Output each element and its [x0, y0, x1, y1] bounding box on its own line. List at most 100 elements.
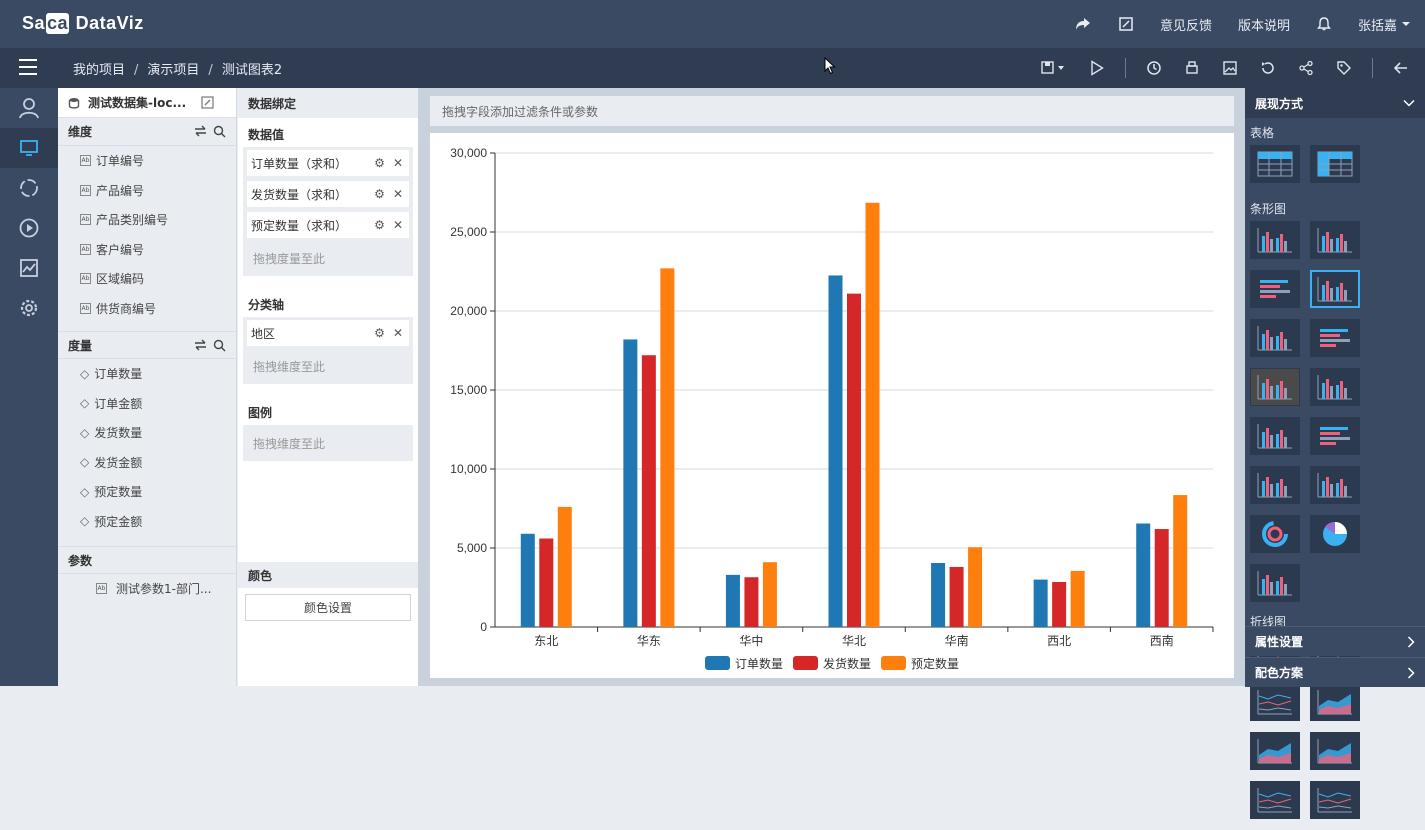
- waterfall-bar-chart-tile[interactable]: [1310, 417, 1360, 455]
- step-line-chart-tile[interactable]: [1310, 781, 1360, 819]
- hamburger-menu-icon[interactable]: [18, 58, 38, 76]
- legend-well[interactable]: 拖拽维度至此: [243, 425, 413, 461]
- stacked-area-chart-tile[interactable]: [1250, 732, 1300, 770]
- save-icon[interactable]: [1039, 58, 1069, 78]
- user-menu[interactable]: 张括嘉: [1358, 15, 1411, 34]
- filter-drop-zone[interactable]: 拖拽字段添加过滤条件或参数: [430, 96, 1234, 126]
- column-dark-chart-tile[interactable]: [1250, 368, 1300, 406]
- value-chip[interactable]: 发货数量（求和） ⚙ ✕: [247, 181, 409, 207]
- image-icon[interactable]: [1220, 58, 1240, 78]
- release-notes-link[interactable]: 版本说明: [1237, 18, 1290, 34]
- measure-field[interactable]: ◇ 预定数量: [80, 484, 143, 500]
- nav-play-circle-icon[interactable]: [0, 208, 58, 248]
- dimension-field[interactable]: Ab 产品类别编号: [80, 213, 169, 228]
- column-percent-chart-tile[interactable]: [1250, 319, 1300, 357]
- cylinder-column-chart-tile[interactable]: [1250, 466, 1300, 504]
- capsule-column-chart-tile[interactable]: [1310, 466, 1360, 504]
- search-icon[interactable]: [213, 339, 226, 352]
- ring-chart-tile[interactable]: [1250, 515, 1300, 553]
- clustered-column-chart-tile[interactable]: [1250, 221, 1300, 259]
- close-icon[interactable]: ✕: [392, 187, 403, 201]
- gear-icon[interactable]: ⚙: [374, 156, 385, 170]
- column-3d-chart-tile[interactable]: [1250, 417, 1300, 455]
- nav-user-icon[interactable]: [0, 88, 58, 128]
- attr-settings-header[interactable]: 属性设置: [1245, 626, 1425, 656]
- clustered-column-selected-chart-tile[interactable]: [1310, 270, 1360, 308]
- y-tick-label: 25,000: [450, 225, 487, 239]
- dimension-field[interactable]: Ab 区域编码: [80, 272, 145, 287]
- nav-settings-icon[interactable]: [0, 288, 58, 328]
- close-icon[interactable]: ✕: [392, 326, 403, 340]
- dimension-field[interactable]: Ab 客户编号: [80, 242, 145, 257]
- bar: [557, 506, 572, 627]
- pivot-table-tile[interactable]: [1310, 145, 1360, 183]
- dimension-field[interactable]: Ab 订单编号: [80, 154, 145, 169]
- app-logo[interactable]: Sa ca DataViz: [22, 13, 144, 34]
- line-axis-chart-tile[interactable]: [1250, 683, 1300, 721]
- share-icon[interactable]: [1074, 16, 1092, 32]
- edit-icon[interactable]: [1118, 16, 1134, 32]
- close-icon[interactable]: ✕: [392, 218, 403, 232]
- x-tick-label: 西北: [1047, 634, 1071, 648]
- measure-field[interactable]: ◇ 订单金额: [80, 396, 143, 411]
- measure-field[interactable]: ◇ 发货金额: [80, 455, 143, 470]
- nav-monitor-icon[interactable]: [0, 128, 58, 168]
- bell-icon[interactable]: [1316, 16, 1332, 32]
- history-icon[interactable]: [1144, 58, 1164, 78]
- play-icon[interactable]: [1087, 58, 1107, 78]
- chart-type-panel: 展现方式 表格 条形图 折线图 属性设置 配色方案: [1245, 88, 1425, 819]
- dataset-name[interactable]: 测试数据集-loc...: [88, 96, 187, 110]
- axis-title: 分类轴: [248, 298, 285, 312]
- value-chip[interactable]: 订单数量（求和） ⚙ ✕: [247, 150, 409, 176]
- edit-dataset-icon[interactable]: [201, 96, 214, 109]
- print-icon[interactable]: [1182, 58, 1202, 78]
- back-arrow-icon[interactable]: [1391, 58, 1411, 78]
- measure-field[interactable]: ◇ 订单数量: [80, 366, 143, 382]
- gear-icon[interactable]: ⚙: [374, 187, 385, 201]
- pie-rose-chart-tile[interactable]: [1310, 515, 1360, 553]
- axis-well[interactable]: 地区 ⚙ ✕ 拖拽维度至此: [243, 317, 413, 384]
- gear-icon[interactable]: ⚙: [374, 326, 385, 340]
- text-field-icon: Ab: [80, 184, 91, 196]
- values-well[interactable]: 订单数量（求和） ⚙ ✕ 发货数量（求和） ⚙ ✕ 预定数量（求和） ⚙ ✕ 拖拽度量至此: [243, 147, 413, 276]
- field-panel: 测试数据集-loc... 维度 Ab 订单编号 Ab 产品编号 Ab 产品类别编号 A…: [58, 88, 237, 686]
- breadcrumb-item[interactable]: 我的项目: [73, 63, 126, 78]
- dimension-field[interactable]: Ab 产品编号: [80, 183, 145, 198]
- text-field-icon: Ab: [80, 243, 91, 255]
- bar-chart: 0 5,000 10,000 15,000 20,000 25,000 30,000 东北 华东…: [450, 146, 1214, 671]
- bar-percent-chart-tile[interactable]: [1310, 319, 1360, 357]
- value-chip[interactable]: 预定数量（求和） ⚙ ✕: [247, 212, 409, 238]
- param-field[interactable]: Ab 测试参数1-部门...: [96, 582, 212, 597]
- swap-icon[interactable]: [194, 125, 207, 137]
- percent-area-chart-tile[interactable]: [1310, 732, 1360, 770]
- crossing-line-chart-tile[interactable]: [1250, 781, 1300, 819]
- color-scheme-header[interactable]: 配色方案: [1245, 657, 1425, 687]
- refresh-icon[interactable]: [1258, 58, 1278, 78]
- tag-icon[interactable]: [1334, 58, 1354, 78]
- column-combo-chart-tile[interactable]: [1310, 368, 1360, 406]
- dimension-field[interactable]: Ab 供货商编号: [80, 301, 157, 316]
- text-field-icon: Ab: [80, 302, 91, 314]
- area-chart-tile[interactable]: [1310, 683, 1360, 721]
- x-tick-label: 华北: [842, 634, 866, 648]
- color-settings-button[interactable]: 颜色设置: [245, 594, 411, 621]
- measure-field[interactable]: ◇ 预定金额: [80, 514, 143, 529]
- breadcrumb-item[interactable]: 演示项目: [147, 63, 200, 78]
- step-column-chart-tile[interactable]: [1250, 564, 1300, 602]
- measure-field[interactable]: ◇ 发货数量: [80, 425, 143, 441]
- clustered-bar-chart-tile[interactable]: [1250, 270, 1300, 308]
- measure-section-header: 度量: [58, 331, 236, 359]
- close-icon[interactable]: ✕: [392, 156, 403, 170]
- search-icon[interactable]: [213, 125, 226, 138]
- gear-icon[interactable]: ⚙: [374, 218, 385, 232]
- nav-chart-icon[interactable]: [0, 248, 58, 288]
- axis-chip[interactable]: 地区 ⚙ ✕: [247, 320, 409, 346]
- nav-cycle-icon[interactable]: [0, 168, 58, 208]
- swap-icon[interactable]: [194, 339, 207, 351]
- stacked-column-chart-tile[interactable]: [1310, 221, 1360, 259]
- feedback-link[interactable]: 意见反馈: [1159, 18, 1212, 34]
- table-chart-tile[interactable]: [1250, 145, 1300, 183]
- display-mode-header[interactable]: 展现方式: [1245, 88, 1425, 118]
- tag-icon: ◇: [80, 484, 90, 499]
- share-nodes-icon[interactable]: [1296, 58, 1316, 78]
